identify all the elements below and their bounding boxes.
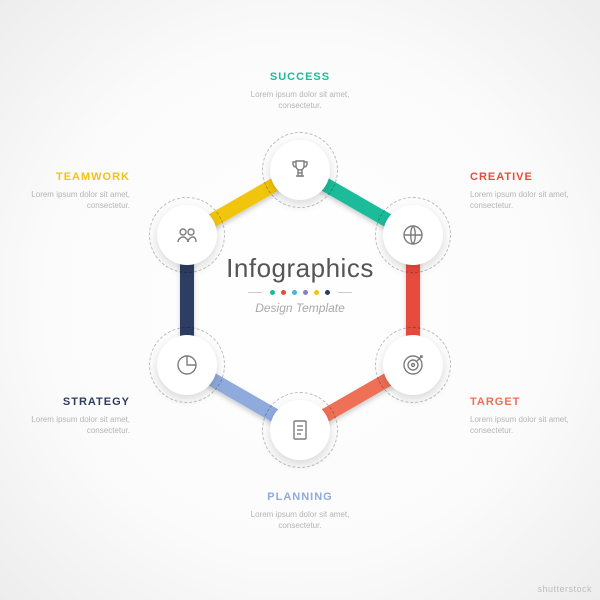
label-planning: PLANNING Lorem ipsum dolor sit amet, cons… bbox=[230, 490, 370, 531]
label-title: CREATIVE bbox=[470, 170, 600, 185]
label-body: Lorem ipsum dolor sit amet, consectetur. bbox=[230, 89, 370, 111]
label-body: Lorem ipsum dolor sit amet, consectetur. bbox=[470, 189, 600, 211]
label-strategy: STRATEGY Lorem ipsum dolor sit amet, cons… bbox=[0, 395, 130, 436]
node-ring bbox=[262, 392, 338, 468]
node-success bbox=[270, 140, 330, 200]
label-teamwork: TEAMWORK Lorem ipsum dolor sit amet, cons… bbox=[0, 170, 130, 211]
infographic-stage: Infographics Design Template SUCCESS Lore… bbox=[0, 0, 600, 600]
label-title: STRATEGY bbox=[0, 395, 130, 410]
center-divider bbox=[200, 290, 400, 295]
label-title: TARGET bbox=[470, 395, 600, 410]
label-body: Lorem ipsum dolor sit amet, consectetur. bbox=[0, 414, 130, 436]
node-target bbox=[383, 335, 443, 395]
divider-dot bbox=[314, 290, 319, 295]
label-success: SUCCESS Lorem ipsum dolor sit amet, conse… bbox=[230, 70, 370, 111]
label-body: Lorem ipsum dolor sit amet, consectetur. bbox=[470, 414, 600, 436]
label-target: TARGET Lorem ipsum dolor sit amet, consec… bbox=[470, 395, 600, 436]
node-ring bbox=[375, 327, 451, 403]
divider-dot bbox=[270, 290, 275, 295]
center-subtitle: Design Template bbox=[200, 301, 400, 315]
label-title: PLANNING bbox=[230, 490, 370, 505]
label-title: SUCCESS bbox=[230, 70, 370, 85]
label-title: TEAMWORK bbox=[0, 170, 130, 185]
label-body: Lorem ipsum dolor sit amet, consectetur. bbox=[230, 509, 370, 531]
divider-dot bbox=[281, 290, 286, 295]
divider-dot bbox=[303, 290, 308, 295]
node-strategy bbox=[157, 335, 217, 395]
node-ring bbox=[262, 132, 338, 208]
center-title-block: Infographics Design Template bbox=[200, 253, 400, 315]
divider-dot bbox=[325, 290, 330, 295]
center-title: Infographics bbox=[200, 253, 400, 284]
watermark: shutterstock bbox=[537, 584, 592, 594]
label-body: Lorem ipsum dolor sit amet, consectetur. bbox=[0, 189, 130, 211]
divider-dot bbox=[292, 290, 297, 295]
label-creative: CREATIVE Lorem ipsum dolor sit amet, cons… bbox=[470, 170, 600, 211]
node-ring bbox=[149, 327, 225, 403]
node-planning bbox=[270, 400, 330, 460]
